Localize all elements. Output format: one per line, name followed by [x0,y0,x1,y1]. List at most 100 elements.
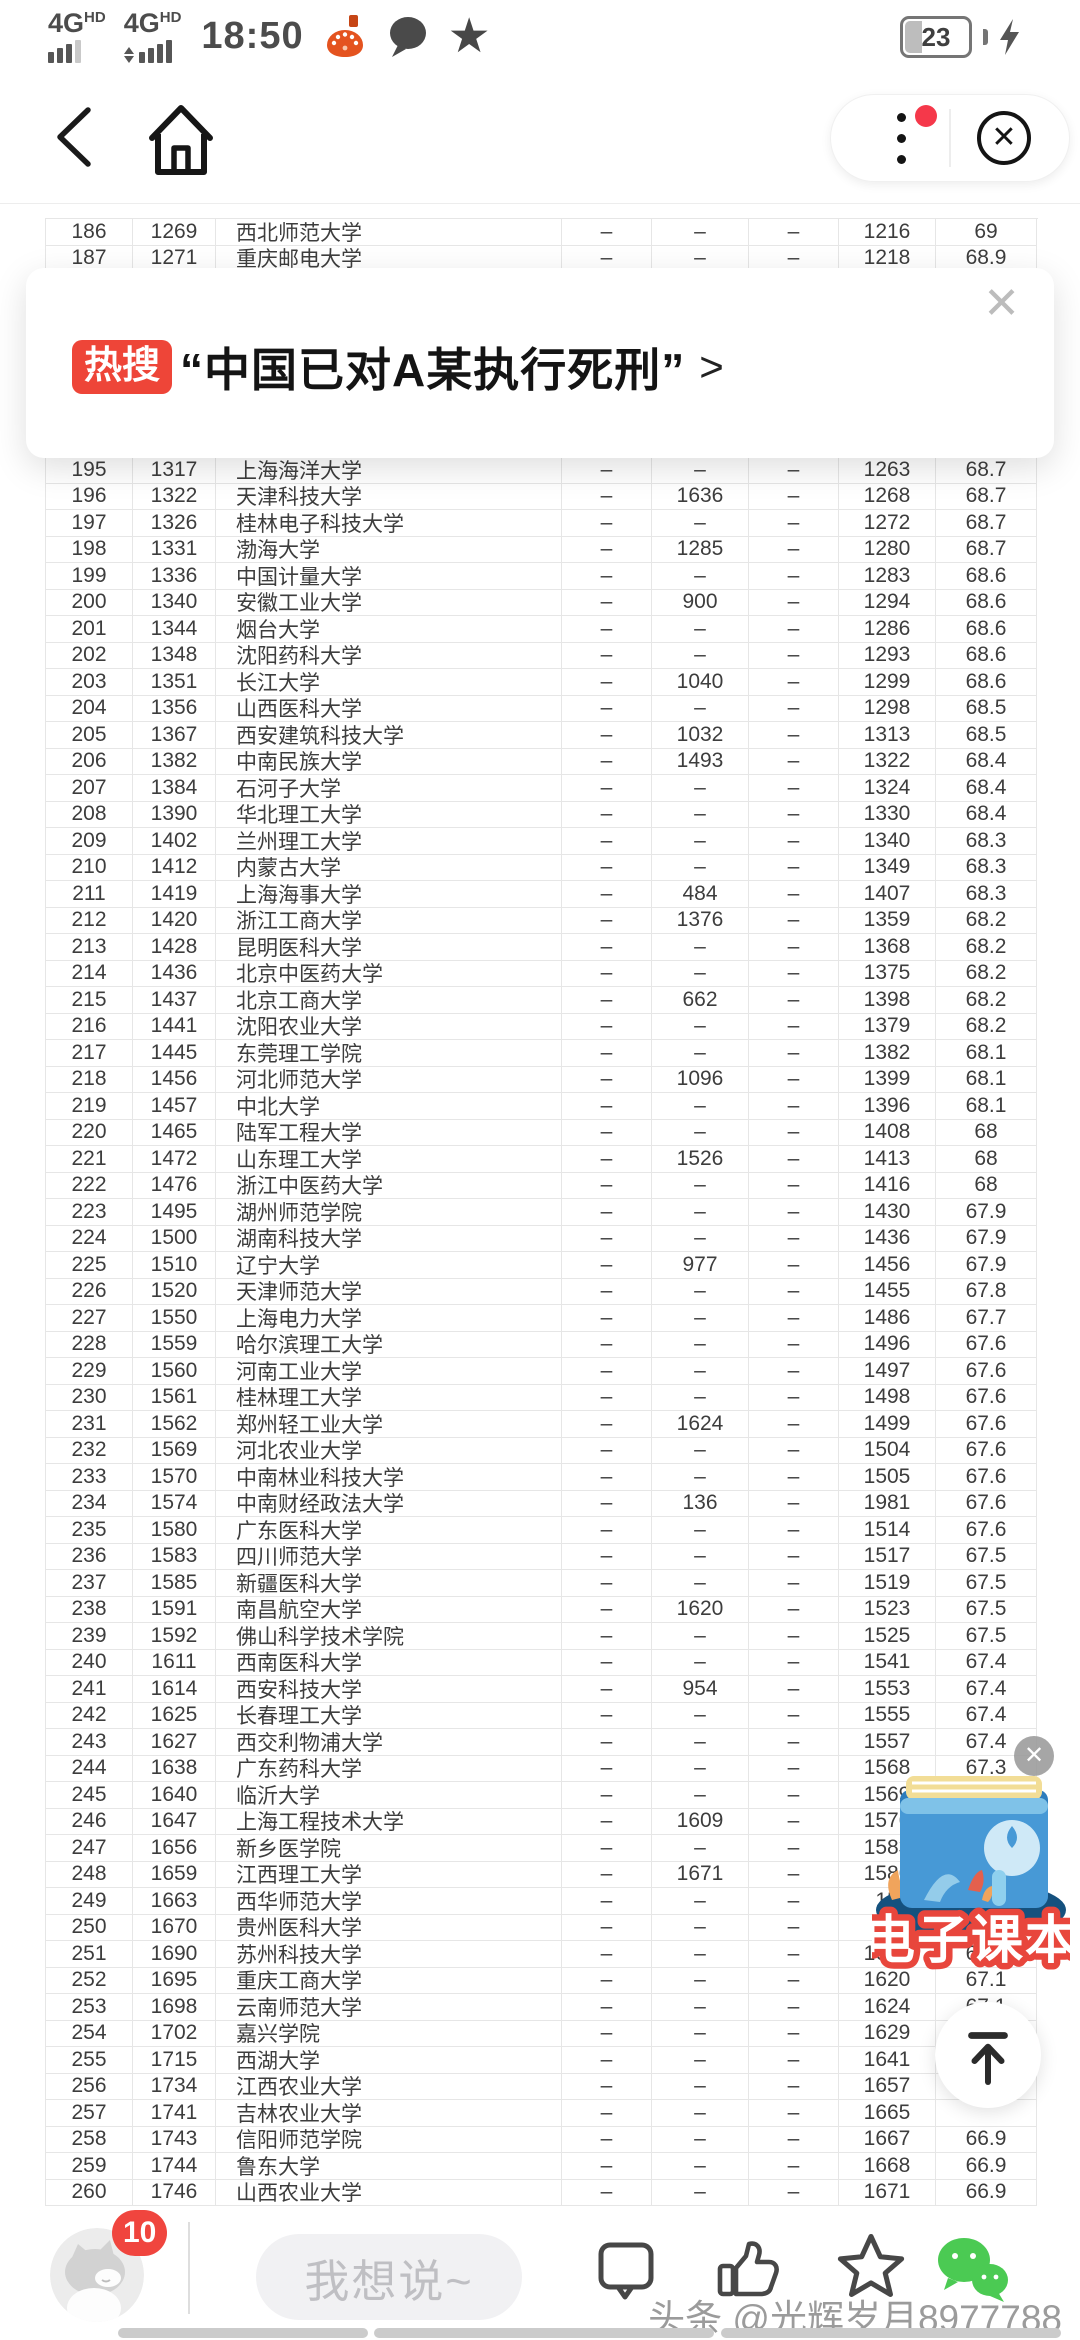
cell-col7: 1368 [839,934,936,961]
cell-score: 67.5 [936,1623,1037,1650]
table-row: 202 1348 沈阳药科大学 – – –1293 68.6 [46,642,1038,669]
cell-col6: – [749,881,839,908]
favorite-star-icon[interactable] [836,2232,906,2300]
table-row: 217 1445 东莞理工学院 – – –1382 68.1 [46,1040,1038,1067]
more-menu-icon[interactable] [897,113,906,176]
cell-col4: – [562,1941,652,1968]
cell-rank: 237 [46,1570,133,1597]
cell-col7: 1667 [839,2126,936,2153]
cell-col7: 1268 [839,483,936,510]
cell-code: 1412 [133,854,216,881]
cell-col6: – [749,1596,839,1623]
cell-col5: – [652,960,749,987]
back-icon[interactable] [52,104,96,170]
cell-university: 石河子大学 [216,775,562,802]
cell-code: 1614 [133,1676,216,1703]
cell-university: 山东理工大学 [216,1146,562,1173]
cell-col5: – [652,563,749,590]
scroll-to-top-button[interactable] [935,2002,1041,2108]
cell-col7: 1324 [839,775,936,802]
wechat-share-icon[interactable] [934,2234,1010,2304]
cell-university: 沈阳药科大学 [216,642,562,669]
cell-university: 天津科技大学 [216,483,562,510]
home-icon[interactable] [140,96,222,180]
cell-col6: – [749,987,839,1014]
cell-col5: – [652,642,749,669]
cell-score: 67.4 [936,1702,1037,1729]
cell-rank: 222 [46,1172,133,1199]
cell-col5: – [652,1914,749,1941]
cell-col7: 1629 [839,2020,936,2047]
cell-score: 68.6 [936,669,1037,696]
table-row: 213 1428 昆明医科大学 – – –1368 68.2 [46,934,1038,961]
cell-col4: – [562,1517,652,1544]
like-icon[interactable] [714,2234,782,2302]
table-row: 231 1562 郑州轻工业大学 –1624–1499 67.6 [46,1411,1038,1438]
cell-score: 68.2 [936,1013,1037,1040]
cell-col5: – [652,2073,749,2100]
table-row: 200 1340 安徽工业大学 –900–1294 68.6 [46,589,1038,616]
table-row: 199 1336 中国计量大学 – – –1283 68.6 [46,563,1038,590]
cell-university: 广东医科大学 [216,1517,562,1544]
close-window-icon[interactable]: ✕ [977,111,1031,165]
table-row: 260 1746 山西农业大学 – – –1671 66.9 [46,2179,1038,2206]
cell-col6: – [749,2047,839,2074]
cell-code: 1574 [133,1490,216,1517]
cell-col7: 1657 [839,2073,936,2100]
cell-rank: 253 [46,1994,133,2021]
cell-rank: 247 [46,1835,133,1862]
cell-col7: 1486 [839,1305,936,1332]
content-top-divider [0,203,1080,204]
cell-university: 佛山科学技术学院 [216,1623,562,1650]
cell-col6: – [749,1676,839,1703]
notification-dot [915,105,937,127]
cell-col6: – [749,1013,839,1040]
cell-col6: – [749,589,839,616]
cell-col4: – [562,2047,652,2074]
cell-score: 69 [936,219,1037,246]
cell-col4: – [562,907,652,934]
cell-score: 67.5 [936,1596,1037,1623]
tomato-app-icon [322,13,368,61]
cell-university: 北京中医药大学 [216,960,562,987]
comment-input[interactable]: 我想说~ [256,2234,522,2320]
cell-rank: 207 [46,775,133,802]
cell-col4: – [562,1755,652,1782]
comment-icon[interactable] [596,2240,656,2302]
hot-search-banner[interactable]: ✕ 热搜 “中国已对A某执行死刑” > [26,268,1054,458]
cell-col5: – [652,1835,749,1862]
banner-close-icon[interactable]: ✕ [983,279,1020,328]
cell-score: 68.1 [936,1040,1037,1067]
banner-content[interactable]: 热搜 “中国已对A某执行死刑” > [72,334,724,400]
cell-col6: – [749,483,839,510]
cell-col4: – [562,1861,652,1888]
table-row: 241 1614 西安科技大学 –954–1553 67.4 [46,1676,1038,1703]
sticker-close-icon[interactable]: ✕ [1014,1736,1054,1776]
ebook-ad-sticker[interactable]: 电子课本 [856,1750,1080,1977]
cell-col6: – [749,801,839,828]
cell-score: 68.5 [936,722,1037,749]
table-row: 215 1437 北京工商大学 –662–1398 68.2 [46,987,1038,1014]
cell-code: 1344 [133,616,216,643]
cell-col6: – [749,775,839,802]
cell-col6: – [749,669,839,696]
cell-col4: – [562,828,652,855]
cell-col6: – [749,1066,839,1093]
cell-score: 66.9 [936,2179,1037,2206]
cell-university: 昆明医科大学 [216,934,562,961]
cell-col6: – [749,1119,839,1146]
cell-code: 1638 [133,1755,216,1782]
table-row: 246 1647 上海工程技术大学 –1609–1576 [46,1808,1038,1835]
table-row: 225 1510 辽宁大学 –977–1456 67.9 [46,1252,1038,1279]
arrow-up-to-top-icon [968,2032,1008,2085]
cell-col6: – [749,1040,839,1067]
cell-col5: 1609 [652,1808,749,1835]
battery-fill-level [905,21,922,53]
cell-col4: – [562,1278,652,1305]
cell-rank: 252 [46,1967,133,1994]
cell-col6: – [749,1411,839,1438]
cell-code: 1331 [133,536,216,563]
signal-indicator-sim2: 4GHD [123,10,181,63]
cell-col6: – [749,1225,839,1252]
table-row: 210 1412 内蒙古大学 – – –1349 68.3 [46,854,1038,881]
